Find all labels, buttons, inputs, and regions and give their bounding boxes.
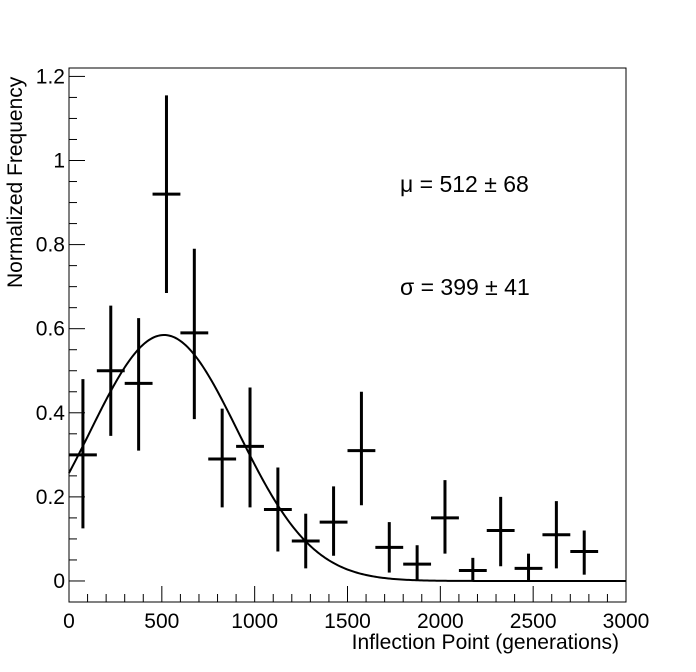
x-tick-label: 3000 xyxy=(603,610,650,633)
data-point xyxy=(208,408,237,508)
data-point xyxy=(291,513,320,569)
annotation-sigma: σ = 399 ± 41 xyxy=(400,274,530,300)
x-tick-label: 2500 xyxy=(510,610,557,633)
y-axis-title: Normalized Frequency xyxy=(4,76,27,288)
y-tick-label: 0.6 xyxy=(36,318,65,341)
x-tick-label: 2000 xyxy=(417,610,464,633)
x-tick-label: 1500 xyxy=(324,610,371,633)
data-point xyxy=(124,318,153,451)
data-point xyxy=(570,530,599,575)
data-point xyxy=(69,379,97,529)
data-point xyxy=(152,95,181,293)
data-point xyxy=(514,553,543,581)
data-point xyxy=(180,248,209,420)
y-tick-label: 1.2 xyxy=(36,65,65,88)
y-axis-ticks xyxy=(69,75,85,603)
x-axis-title: Inflection Point (generations) xyxy=(352,631,619,654)
y-tick-label: 0.8 xyxy=(36,234,65,257)
data-point xyxy=(486,496,515,567)
x-axis-tick-labels: 0 500 1000 1500 2000 2500 3000 xyxy=(63,610,649,633)
y-tick-label: 0.4 xyxy=(36,402,66,425)
x-tick-label: 500 xyxy=(144,610,179,633)
data-point xyxy=(96,305,125,436)
y-axis-tick-labels: 0 0.2 0.4 0.6 0.8 1 1.2 xyxy=(36,65,66,593)
data-point xyxy=(431,480,459,554)
data-point xyxy=(403,545,432,581)
data-point xyxy=(263,467,292,552)
data-points xyxy=(69,95,599,581)
x-axis-ticks xyxy=(68,586,627,602)
data-point xyxy=(542,501,571,569)
y-tick-label: 1 xyxy=(53,150,65,173)
x-tick-label: 1000 xyxy=(231,610,278,633)
data-point xyxy=(458,557,487,581)
data-point xyxy=(319,486,348,556)
data-point xyxy=(236,387,264,508)
annotation-mu: μ = 512 ± 68 xyxy=(400,171,529,197)
gaussian-fit-curve xyxy=(68,333,626,582)
y-tick-label: 0 xyxy=(53,570,65,593)
data-point xyxy=(347,391,376,506)
x-tick-label: 0 xyxy=(63,610,75,633)
y-tick-label: 0.2 xyxy=(36,486,65,509)
data-point xyxy=(375,522,404,573)
